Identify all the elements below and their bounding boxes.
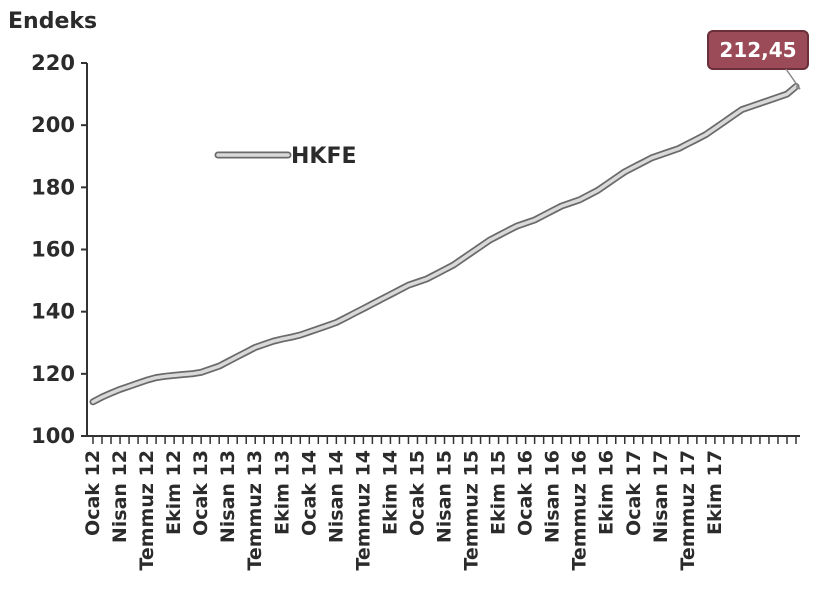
x-tick-label: Temmuz 13 (244, 450, 266, 571)
y-tick-label: 180 (31, 175, 75, 199)
x-tick-label: Ocak 15 (406, 450, 428, 536)
callout-value-label: 212,45 (719, 38, 796, 62)
x-tick-label: Nisan 13 (217, 450, 239, 543)
x-tick-label: Ekim 13 (271, 450, 293, 535)
y-tick-label: 160 (31, 238, 75, 262)
x-tick-label: Ocak 16 (515, 450, 537, 536)
y-tick-label: 140 (31, 300, 75, 324)
x-tick-label: Nisan 12 (109, 450, 131, 543)
y-tick-label: 100 (31, 424, 75, 448)
x-tick-label: Ekim 12 (163, 450, 185, 535)
x-tick-label: Ocak 12 (82, 450, 104, 536)
x-tick-label: Temmuz 16 (569, 450, 591, 571)
series-line-outline (89, 83, 800, 406)
y-tick-label: 220 (31, 51, 75, 75)
x-tick-label: Ekim 17 (704, 450, 726, 535)
x-tick-label: Temmuz 12 (136, 450, 158, 571)
x-tick-label: Temmuz 17 (677, 450, 699, 571)
y-tick-label: 200 (31, 113, 75, 137)
x-tick-label: Nisan 16 (542, 450, 564, 543)
x-tick-label: Temmuz 14 (352, 450, 374, 571)
y-tick-label: 120 (31, 362, 75, 386)
x-tick-label: Ekim 16 (596, 450, 618, 535)
x-tick-label: Ocak 17 (623, 450, 645, 536)
x-tick-label: Ocak 13 (190, 450, 212, 536)
x-tick-label: Nisan 17 (650, 450, 672, 543)
x-tick-label: Nisan 15 (434, 450, 456, 543)
x-tick-label: Ocak 14 (298, 450, 320, 536)
x-tick-label: Nisan 14 (325, 450, 347, 543)
x-tick-label: Ekim 15 (488, 450, 510, 535)
series-line-hkfe (91, 84, 798, 404)
callout-box (707, 30, 809, 70)
callout-leader (785, 68, 801, 90)
legend-label: HKFE (291, 144, 357, 169)
x-tick-label: Ekim 14 (379, 450, 401, 535)
y-axis-title: Endeks (8, 9, 97, 34)
x-tick-label: Temmuz 15 (461, 450, 483, 571)
